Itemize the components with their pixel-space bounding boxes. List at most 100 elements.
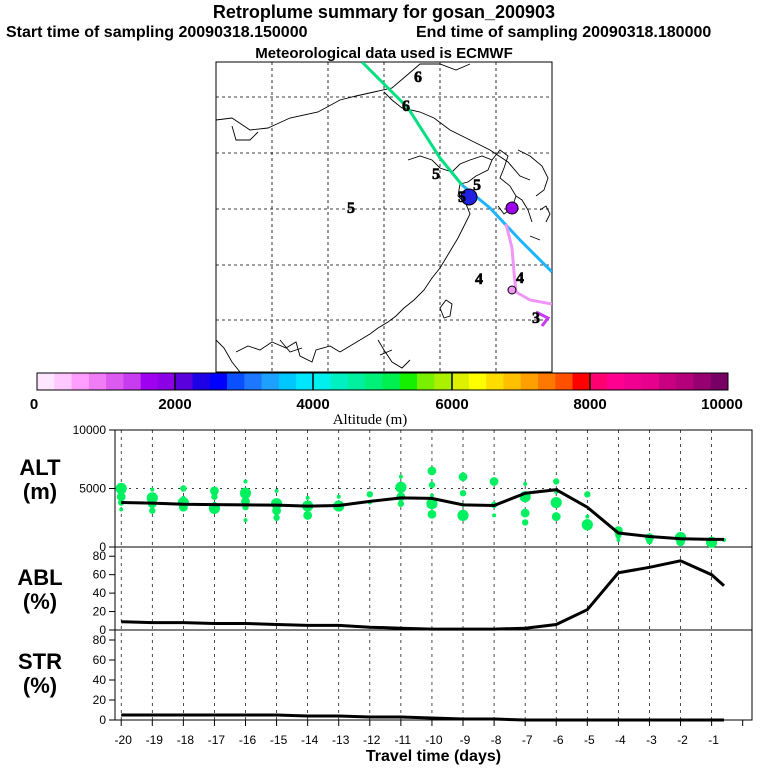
cluster-dot	[489, 477, 499, 486]
cluster-dot	[303, 511, 313, 520]
plot-title: Retroplume summary for gosan_200903	[212, 2, 556, 22]
cluster-dot	[305, 495, 310, 500]
sampling-times: Start time of sampling 20090318.150000 E…	[0, 24, 768, 44]
y-tick-label: 40	[93, 673, 107, 687]
x-tick-label: -18	[177, 733, 195, 747]
cluster-dot	[426, 498, 438, 510]
y-tick-label: 0	[99, 713, 106, 727]
trajectory-markers	[460, 188, 519, 295]
map-day-label: 4	[475, 271, 483, 288]
cluster-dot	[149, 507, 156, 514]
series-lines	[121, 488, 725, 722]
colorbar-cell	[227, 373, 245, 390]
x-tick-label: -2	[677, 733, 688, 747]
colorbar-cell	[123, 373, 142, 390]
x-tick-label: -3	[646, 733, 657, 747]
x-tick-label: -11	[395, 733, 412, 747]
y-tick-label: 60	[93, 653, 107, 667]
str-series-line	[121, 713, 724, 722]
alt-label-bottom: (m)	[22, 479, 58, 504]
abl-label-top: ABL	[17, 565, 63, 590]
cluster-dot	[398, 474, 403, 479]
x-gridlines	[120, 430, 712, 720]
x-tick-label: -6	[553, 733, 564, 747]
x-tick-label: -4	[615, 733, 626, 747]
cluster-dot	[210, 486, 219, 496]
colorbar-frame	[36, 372, 729, 391]
colorbar-label: 10000	[701, 396, 743, 413]
cluster-dot	[397, 500, 405, 507]
cluster-dot	[585, 514, 590, 519]
cluster-dot	[274, 488, 279, 493]
cluster-dot	[458, 472, 468, 482]
colorbar-cell	[192, 373, 211, 390]
colorbar-cell	[624, 373, 643, 390]
cluster-dot	[427, 509, 437, 519]
cluster-dot	[492, 513, 497, 518]
map-day-label: 4	[516, 270, 524, 287]
colorbar-cell	[486, 373, 504, 390]
map: 6 6 5 5 5 5 4 4 3	[215, 61, 553, 373]
colorbar: 0 2000 4000 6000 8000 10000 Altitude (m)	[30, 372, 743, 428]
colorbar-cell	[434, 373, 453, 390]
colorbar-cell	[278, 373, 297, 390]
colorbar-label: 8000	[573, 396, 606, 413]
colorbar-cell	[520, 373, 539, 390]
map-day-label: 5	[432, 166, 440, 183]
cluster-dot	[366, 491, 373, 498]
cluster-dot	[457, 509, 469, 522]
cluster-dot	[273, 514, 280, 521]
colorbar-cell	[261, 373, 280, 390]
colorbar-cell	[54, 373, 73, 390]
colorbar-cell	[365, 373, 383, 390]
y-tick-label: 80	[93, 633, 107, 647]
colorbar-cell	[589, 373, 608, 390]
colorbar-label: 4000	[296, 396, 329, 413]
cluster-dot	[429, 493, 434, 498]
cluster-dot	[395, 481, 407, 493]
colorbar-cell	[399, 373, 418, 390]
map-day-label: 5	[458, 189, 466, 206]
cluster-dot	[584, 491, 591, 498]
cluster-dot	[116, 492, 126, 502]
met-data-note: Meteorological data used is ECMWF	[255, 45, 513, 62]
colorbar-cell	[175, 373, 193, 390]
colorbar-dividers	[174, 373, 591, 390]
cluster-dot	[150, 487, 155, 492]
coastlines-borders	[216, 63, 551, 372]
x-tick-label: -20	[115, 733, 133, 747]
cluster-dot	[115, 482, 127, 495]
cluster-dot	[239, 487, 252, 499]
cluster-dot	[616, 537, 621, 542]
cluster-dot	[119, 507, 124, 512]
map-day-label: 6	[414, 69, 422, 86]
cluster-dot	[553, 478, 560, 485]
y-tick-label: 20	[93, 605, 107, 619]
start-sampling: Start time of sampling 20090318.150000	[6, 24, 308, 41]
y-tick-label: 5000	[79, 482, 106, 496]
colorbar-cell	[313, 373, 332, 390]
colorbar-cell	[607, 373, 625, 390]
colorbar-cell	[140, 373, 159, 390]
cluster-dot	[428, 481, 436, 489]
str-label-top: STR	[18, 649, 62, 674]
colorbar-cell	[37, 373, 55, 390]
map-frame	[215, 61, 553, 373]
y-tick-label: 0	[99, 623, 106, 637]
colorbar-title: Altitude (m)	[333, 412, 408, 428]
alt-label-top: ALT	[19, 455, 61, 480]
cluster-dot	[243, 518, 248, 523]
str-panel-label: STR (%)	[10, 650, 70, 698]
cluster-dot	[521, 519, 529, 526]
cluster-dot	[211, 493, 218, 500]
y-tick-label: 40	[93, 586, 107, 600]
cluster-dot	[243, 479, 248, 484]
colorbar-cell	[658, 373, 677, 390]
colorbar-label: 0	[30, 396, 38, 413]
y-tick-label: 10000	[73, 423, 107, 437]
x-tick-label: -13	[332, 733, 350, 747]
x-tick-label: -5	[584, 733, 595, 747]
